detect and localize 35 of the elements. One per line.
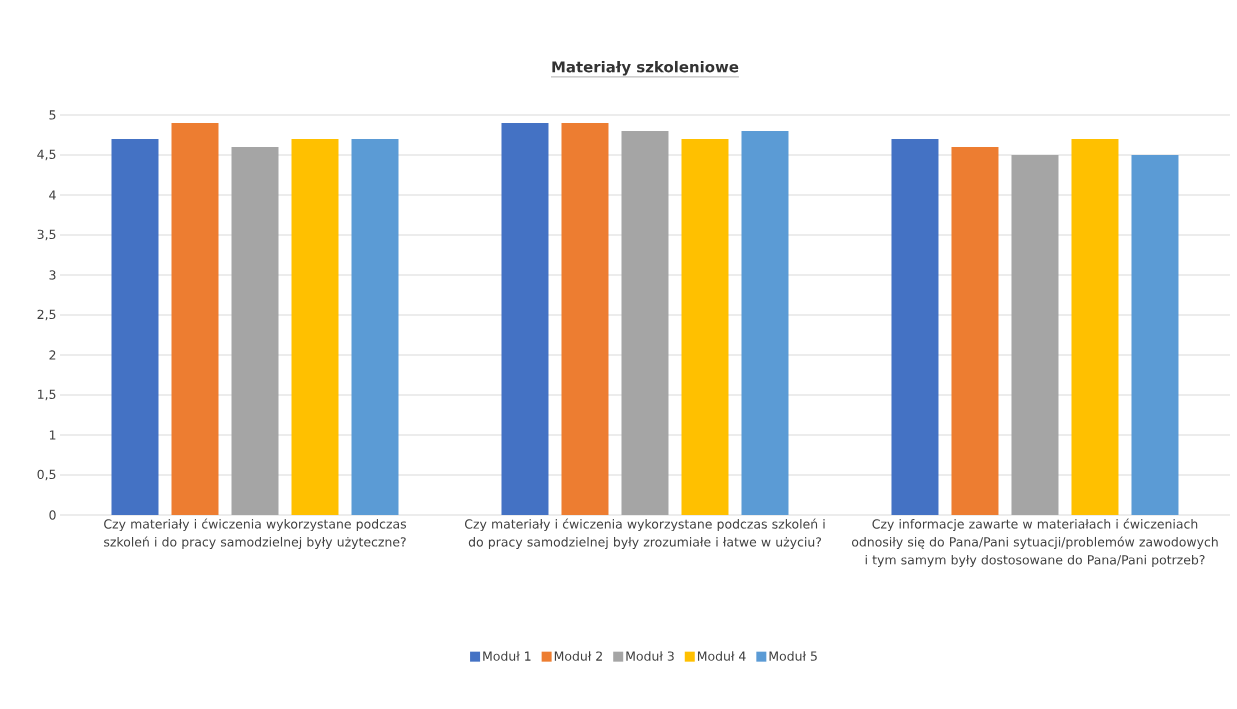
x-tick-label: Czy informacje zawarte w materiałach i ćwiczeniach odnosiły się do Pana/Pani sytuacji/problemów zawodowych i tym samym były dostosowane do Pana/Pani potrzeb? — [851, 518, 1218, 567]
bar — [291, 139, 339, 515]
bar — [501, 123, 549, 515]
y-tick-label: 4,5 — [37, 149, 56, 161]
bar — [891, 139, 939, 515]
bar — [231, 147, 279, 515]
bar — [561, 123, 609, 515]
y-tick-label: 0 — [49, 510, 56, 520]
bar — [111, 139, 159, 515]
legend-label: Moduł 2 — [554, 651, 602, 661]
y-tick-label: 1,5 — [38, 389, 56, 401]
y-tick-label: 0,5 — [37, 469, 56, 481]
x-tick-label: Czy materiały i ćwiczenia wykorzystane podczas szkoleń i do pracy samodzielnej były użyteczne? — [104, 518, 407, 550]
legend-label: Moduł 3 — [626, 651, 674, 661]
bar — [1071, 139, 1119, 515]
chart-title: Materiały szkoleniowe — [552, 60, 739, 76]
legend-label: Moduł 4 — [697, 651, 746, 661]
bar — [1011, 155, 1059, 515]
bar — [681, 139, 729, 515]
y-tick-label: 3 — [49, 270, 56, 280]
bar — [741, 131, 789, 515]
x-tick-label: Czy materiały i ćwiczenia wykorzystane podczas szkoleń i do pracy samodzielnej były zrozumiałe i łatwe w użyciu? — [464, 518, 825, 550]
bar — [951, 147, 999, 515]
legend-label: Moduł 5 — [769, 651, 817, 661]
bar — [171, 123, 219, 515]
bar — [351, 139, 399, 515]
y-tick-label: 5 — [49, 110, 56, 120]
y-tick-label: 2 — [49, 350, 56, 360]
y-tick-label: 4 — [49, 190, 56, 200]
y-tick-label: 3,5 — [37, 229, 56, 241]
y-tick-label: 1 — [49, 430, 56, 440]
bar — [1131, 155, 1179, 515]
bar — [621, 131, 669, 515]
legend-label: Moduł 1 — [483, 651, 531, 661]
y-tick-label: 2,5 — [37, 309, 56, 321]
